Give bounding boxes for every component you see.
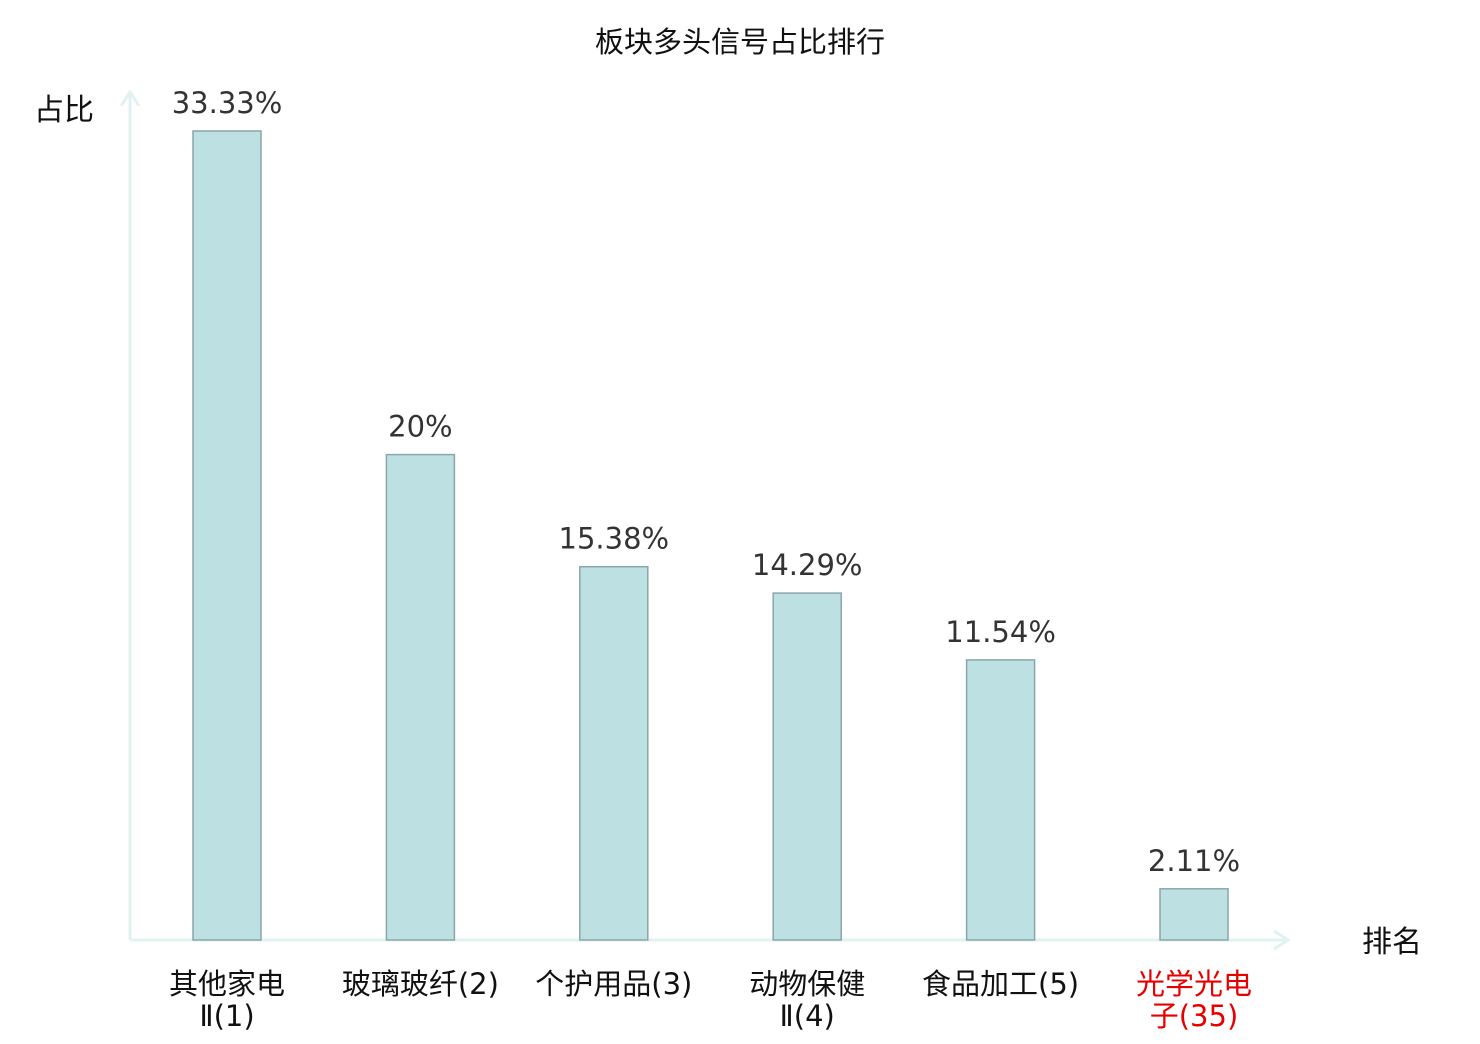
category-label-6-line-2: 子(35): [1150, 999, 1239, 1033]
bar-1: [192, 130, 262, 941]
category-label-4-line-1: 动物保健: [749, 967, 865, 1001]
category-label-1-line-2: Ⅱ(1): [199, 999, 254, 1033]
y-axis-label: 占比: [34, 93, 94, 128]
bar-5: [965, 659, 1036, 941]
bar-4: [772, 592, 842, 941]
bar-6: [1159, 888, 1229, 941]
category-label-1-line-1: 其他家电: [169, 967, 285, 1001]
x-axis-label: 排名: [1362, 925, 1422, 960]
value-label-2: 20%: [388, 410, 452, 444]
value-labels: 33.33% 20% 15.38% 14.29% 11.54% 2.11%: [172, 86, 1240, 878]
category-label-3-line-1: 个护用品(3): [535, 967, 692, 1001]
x-axis-arrow: [1273, 929, 1291, 951]
value-label-6: 2.11%: [1148, 844, 1240, 878]
bar-2: [385, 453, 456, 941]
bars: [192, 130, 1229, 941]
chart-title: 板块多头信号占比排行: [595, 25, 885, 59]
category-label-2-line-1: 玻璃玻纤(2): [342, 967, 499, 1001]
value-label-3: 15.38%: [559, 522, 670, 556]
value-label-1: 33.33%: [172, 86, 283, 120]
axes: [119, 89, 1291, 951]
category-label-4-line-2: Ⅱ(4): [780, 999, 835, 1033]
bar-3: [579, 565, 649, 941]
category-label-5-line-1: 食品加工(5): [922, 967, 1079, 1001]
value-label-5: 11.54%: [945, 615, 1056, 649]
value-label-4: 14.29%: [752, 548, 863, 582]
category-label-6-line-1: 光学光电: [1136, 967, 1252, 1001]
y-axis-arrow: [119, 89, 141, 107]
